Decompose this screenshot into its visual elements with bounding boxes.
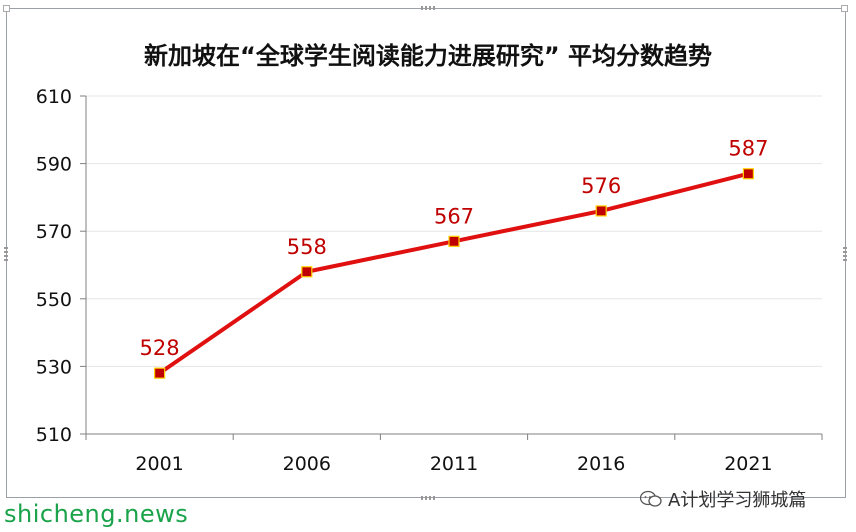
data-label: 558 [287, 235, 327, 259]
y-tick-label: 570 [36, 221, 72, 243]
resize-handle-bottom[interactable] [421, 496, 435, 500]
resize-corner-top-left[interactable] [3, 5, 10, 12]
data-label: 587 [728, 137, 768, 161]
y-tick-label: 510 [36, 424, 72, 446]
resize-corner-top-right[interactable] [841, 5, 848, 12]
resize-handle-right[interactable] [843, 247, 847, 261]
brand-text: A计划学习狮城篇 [668, 490, 807, 511]
data-label: 576 [581, 174, 621, 198]
x-tick-label: 2011 [430, 453, 478, 475]
resize-handle-left[interactable] [4, 247, 8, 261]
y-tick-label: 610 [36, 86, 72, 108]
data-point [595, 205, 607, 217]
resize-handle-top[interactable] [421, 6, 435, 10]
x-tick-label: 2021 [724, 453, 772, 475]
x-tick-label: 2001 [135, 453, 183, 475]
data-point [154, 367, 166, 379]
data-label: 528 [140, 336, 180, 360]
x-tick-label: 2006 [283, 453, 331, 475]
data-point [448, 235, 460, 247]
brand-tag: A计划学习狮城篇 [639, 486, 807, 512]
data-label: 567 [434, 204, 474, 228]
y-tick-label: 550 [36, 289, 72, 311]
x-tick-label: 2016 [577, 453, 625, 475]
y-tick-label: 530 [36, 356, 72, 378]
chart-title: 新加坡在“全球学生阅读能力进展研究” 平均分数趋势 [144, 42, 712, 70]
y-tick-label: 590 [36, 154, 72, 176]
watermark: shicheng.news [4, 500, 189, 528]
chart-frame [6, 8, 846, 498]
data-point [742, 168, 755, 180]
wechat-icon [639, 490, 662, 508]
data-point [301, 266, 313, 278]
